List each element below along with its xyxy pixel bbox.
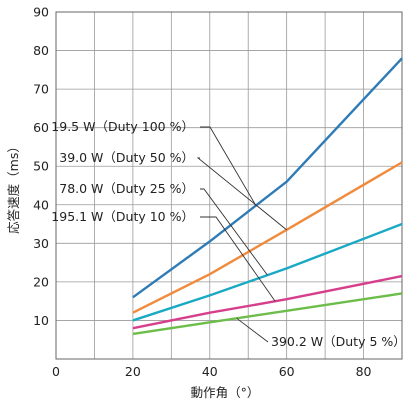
series-lines [132,57,403,336]
series-labels: 19.5 W（Duty 100 %） 39.0 W（Duty 50 %） 78.0 … [51,119,405,349]
label-leader-lines [196,126,287,343]
x-tick-label: 40 [202,364,218,379]
y-tick-label: 30 [33,236,49,251]
label-leader-line [236,317,269,343]
series-label: 39.0 W（Duty 50 %） [59,150,194,165]
y-axis-title: 応答速度（ms） [6,140,21,234]
y-tick-label: 40 [33,197,49,212]
label-leader-line [200,216,276,302]
x-axis-title: 動作角（°） [191,385,260,400]
series-label: 19.5 W（Duty 100 %） [51,119,194,134]
plot-frame [55,11,403,360]
y-tick-label: 80 [33,43,49,58]
y-tick-label: 10 [33,313,49,328]
label-leader-line [200,188,268,276]
x-tick-label: 0 [52,364,60,379]
series-line [132,274,403,330]
label-leader-line [200,126,257,206]
series-label: 390.2 W（Duty 5 %） [271,334,406,349]
x-tick-label: 60 [279,364,295,379]
y-tick-label: 70 [33,82,49,97]
y-tick-label: 50 [33,159,49,174]
series-line [132,292,403,336]
tick-labels: 0 20 40 60 80 10 20 30 40 50 60 70 80 90 [33,5,371,380]
series-label: 195.1 W（Duty 10 %） [51,209,194,224]
series-line [132,222,403,322]
y-tick-label: 60 [33,120,49,135]
series-line [132,161,403,314]
x-tick-label: 80 [356,364,372,379]
y-tick-label: 90 [33,5,49,20]
series-line [132,57,403,299]
grid [55,11,403,360]
x-tick-label: 20 [125,364,141,379]
series-label: 78.0 W（Duty 25 %） [59,181,194,196]
y-tick-label: 20 [33,274,49,289]
label-leader-line [196,157,287,231]
